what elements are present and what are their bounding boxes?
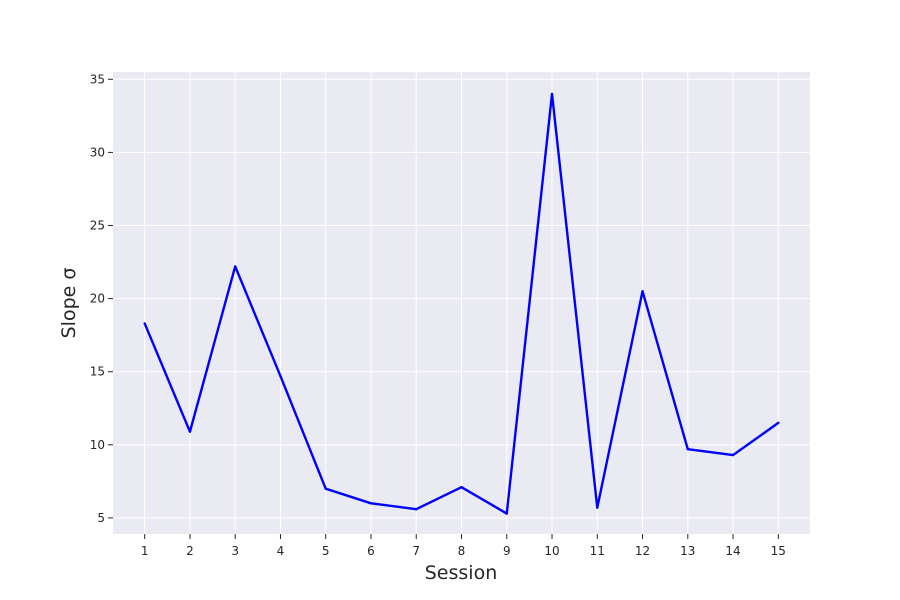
x-tick-label: 7 <box>412 544 420 558</box>
data-point <box>279 374 282 378</box>
tick-marks <box>108 78 779 539</box>
x-tick-labels: 1 2 3 4 5 6 7 8 9 10 11 12 13 14 15 <box>141 544 786 558</box>
data-point <box>731 453 735 457</box>
data-point <box>234 265 237 268</box>
data-point <box>324 487 327 490</box>
x-tick-label: 2 <box>186 544 194 558</box>
data-point <box>596 506 599 509</box>
data-point <box>143 322 146 325</box>
y-axis-label: Slope σ <box>58 268 80 339</box>
grid-lines <box>113 72 810 534</box>
data-point <box>460 486 463 489</box>
data-point <box>641 290 644 293</box>
x-tick-label: 1 <box>141 544 149 558</box>
x-tick-label: 13 <box>680 544 695 558</box>
data-point <box>686 448 689 451</box>
x-tick-label: 10 <box>544 544 559 558</box>
x-tick-label: 5 <box>322 544 330 558</box>
x-tick-label: 14 <box>725 544 740 558</box>
x-tick-label: 12 <box>635 544 650 558</box>
data-point <box>369 502 373 505</box>
x-tick-label: 4 <box>277 544 285 558</box>
y-tick-label: 10 <box>90 438 105 452</box>
data-point <box>505 512 508 515</box>
x-tick-label: 3 <box>231 544 239 558</box>
x-tick-label: 15 <box>771 544 786 558</box>
y-tick-label: 25 <box>90 219 105 233</box>
y-tick-labels: 5 10 15 20 25 30 35 <box>90 72 105 525</box>
data-point <box>777 421 780 425</box>
x-tick-label: 8 <box>458 544 466 558</box>
y-tick-label: 20 <box>90 292 105 306</box>
x-axis-label: Session <box>425 562 498 584</box>
data-point <box>550 92 554 96</box>
y-tick-label: 35 <box>90 72 105 86</box>
x-tick-label: 11 <box>590 544 605 558</box>
y-tick-label: 15 <box>90 365 105 379</box>
y-tick-label: 5 <box>97 511 105 525</box>
data-point <box>415 507 418 511</box>
x-tick-label: 9 <box>503 544 511 558</box>
data-point <box>188 430 192 433</box>
y-tick-label: 30 <box>90 145 105 159</box>
series-group <box>143 92 780 515</box>
x-tick-label: 6 <box>367 544 375 558</box>
